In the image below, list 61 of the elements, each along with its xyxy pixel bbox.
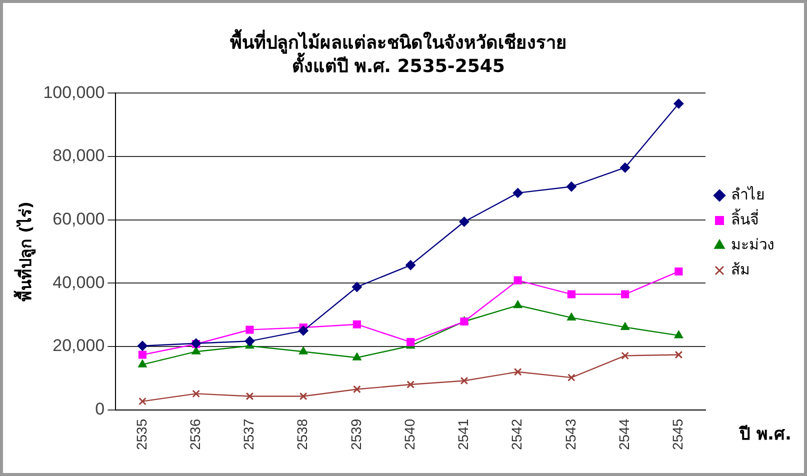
point xyxy=(138,350,146,359)
point xyxy=(620,322,630,330)
point xyxy=(674,267,683,276)
legend-label: ลำไย xyxy=(731,185,765,204)
point xyxy=(514,276,522,284)
point xyxy=(352,282,362,292)
point xyxy=(621,352,629,360)
point xyxy=(406,380,415,388)
legend-label: ลิ้นจี่ xyxy=(731,208,759,228)
point xyxy=(352,352,362,360)
point xyxy=(567,312,576,320)
x-tick-label: 2538 xyxy=(294,418,310,450)
x-tick-label: 2541 xyxy=(455,418,472,450)
chart-subtitle: ตั้งแต่ปี พ.ศ. 2535-2545 xyxy=(292,52,505,78)
point xyxy=(406,338,415,346)
y-axis-title: พื้นที่ปลูก (ไร่) xyxy=(12,201,37,302)
x-tick-label: 2539 xyxy=(348,418,364,450)
x-tick-label: 2535 xyxy=(133,418,150,450)
legend-label: มะม่วง xyxy=(731,235,774,254)
point xyxy=(192,390,200,398)
x-tick-label: 2542 xyxy=(508,418,525,450)
y-tick-label: 0 xyxy=(95,400,105,419)
point xyxy=(566,182,576,192)
point xyxy=(674,330,684,338)
y-tick-label: 60,000 xyxy=(52,210,105,229)
x-tick-label: 2544 xyxy=(616,418,632,450)
x-tick-label: 2543 xyxy=(562,418,578,450)
x-tick-label: 2540 xyxy=(401,418,418,450)
point xyxy=(460,376,468,385)
point xyxy=(621,290,630,298)
point xyxy=(298,326,308,336)
point xyxy=(568,374,576,382)
legend-label: ส้ม xyxy=(731,260,750,278)
x-tick-label: 2545 xyxy=(670,418,686,450)
point xyxy=(567,290,576,298)
point xyxy=(138,397,146,406)
point xyxy=(514,368,522,376)
point xyxy=(406,260,416,270)
x-tick-label: 2536 xyxy=(186,418,203,450)
point xyxy=(353,385,361,394)
point xyxy=(138,360,147,368)
point xyxy=(459,216,470,227)
y-tick-label: 40,000 xyxy=(52,272,105,292)
x-axis-title: ปี พ.ศ. xyxy=(738,423,792,444)
point xyxy=(244,336,255,346)
point xyxy=(620,162,630,173)
y-tick-label: 20,000 xyxy=(52,336,105,356)
point xyxy=(298,346,308,354)
y-tick-label: 100,000 xyxy=(43,82,105,102)
point xyxy=(137,340,148,351)
point xyxy=(674,350,683,359)
point xyxy=(246,392,254,400)
point xyxy=(299,392,308,400)
point xyxy=(246,326,254,334)
chart-title: พื้นที่ปลูกไม้ผลแต่ละชนิดในจังหวัดเชียงราย xyxy=(230,28,567,54)
point xyxy=(512,188,523,198)
point xyxy=(674,98,684,109)
point xyxy=(352,320,361,328)
x-tick-label: 2537 xyxy=(240,418,257,450)
y-tick-label: 80,000 xyxy=(52,146,105,166)
point xyxy=(513,300,522,308)
